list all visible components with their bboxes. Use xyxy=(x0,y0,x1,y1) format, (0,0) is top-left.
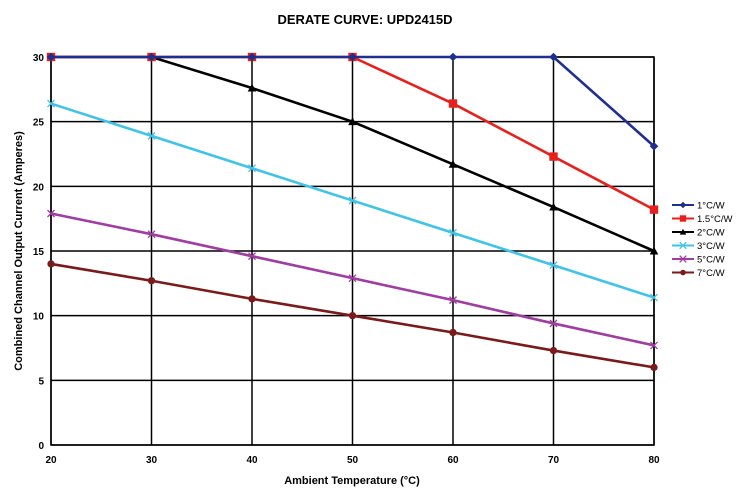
data-point xyxy=(247,83,257,92)
data-point xyxy=(46,52,56,62)
data-point xyxy=(650,341,658,350)
x-tick-label: 30 xyxy=(146,455,158,466)
data-point xyxy=(47,260,55,268)
legend-item: 2°C/W xyxy=(672,228,725,239)
chart-title: DERATE CURVE: UPD2415D xyxy=(277,12,452,27)
data-point-stroke-b xyxy=(248,252,256,261)
plot-grid xyxy=(50,56,655,446)
data-point-stroke-b xyxy=(449,228,457,237)
data-point xyxy=(549,319,558,328)
data-point xyxy=(47,209,55,218)
data-point-stroke-b xyxy=(348,196,357,205)
data-point-stroke-b xyxy=(47,209,55,218)
data-point xyxy=(449,296,457,305)
data-point xyxy=(348,274,357,283)
legend-swatch-marker-stroke-b xyxy=(679,255,687,263)
series-5CW-cw xyxy=(47,209,658,350)
data-point-stroke-b xyxy=(549,261,558,270)
data-point-stroke-b xyxy=(47,99,55,108)
data-point xyxy=(449,228,457,237)
legend-label: 1°C/W xyxy=(697,201,725,212)
data-point xyxy=(147,131,156,140)
y-axis-label: Combined Channel Output Current (Amperes… xyxy=(13,131,25,371)
data-point xyxy=(147,230,156,239)
y-tick-label: 30 xyxy=(33,53,45,64)
legend-swatch-marker xyxy=(679,228,687,235)
data-point-stroke-b xyxy=(549,319,558,328)
legend-label: 3°C/W xyxy=(697,241,725,252)
data-point xyxy=(448,52,458,62)
data-point xyxy=(448,99,458,108)
legend-swatch-marker xyxy=(680,269,686,276)
data-point-stroke-b xyxy=(248,164,256,173)
legend-swatch-marker xyxy=(679,215,687,222)
data-point xyxy=(549,52,558,62)
series-3CW-cw xyxy=(47,99,658,302)
legend-item: 1°C/W xyxy=(672,201,725,212)
y-tick-label: 15 xyxy=(33,247,45,258)
legend-swatch-marker xyxy=(679,241,687,250)
axis-ticks: 20 30 40 50 60 70 80 0 5 10 15 20 25 30 xyxy=(33,53,660,466)
data-point xyxy=(348,117,357,126)
data-point xyxy=(248,164,256,173)
y-tick-label: 0 xyxy=(38,441,44,452)
x-tick-label: 60 xyxy=(447,455,459,466)
data-point xyxy=(549,152,558,161)
x-tick-label: 80 xyxy=(648,455,660,466)
data-point-stroke-b xyxy=(348,274,357,283)
series-1CW-cw xyxy=(46,52,659,151)
data-point xyxy=(650,293,658,302)
x-tick-label: 40 xyxy=(246,455,258,466)
data-point xyxy=(248,295,256,303)
y-tick-label: 25 xyxy=(33,118,45,129)
legend-label: 7°C/W xyxy=(697,268,725,279)
data-point xyxy=(47,99,55,108)
data-point-stroke-b xyxy=(449,296,457,305)
y-tick-label: 10 xyxy=(33,312,45,323)
data-point xyxy=(649,141,659,151)
data-point-stroke-b xyxy=(147,131,156,140)
data-point-stroke-b xyxy=(650,293,658,302)
x-tick-label: 70 xyxy=(548,455,560,466)
legend: 1°C/W 1.5°C/W 2°C/W 3°C/W 5°C/W 7°C/W xyxy=(672,201,733,279)
legend-item: 5°C/W xyxy=(672,255,725,266)
data-point xyxy=(147,52,156,62)
plot-series xyxy=(46,52,659,372)
legend-swatch-marker xyxy=(679,255,687,263)
data-point xyxy=(650,363,658,372)
data-point xyxy=(549,346,558,355)
legend-swatch-marker xyxy=(679,201,687,209)
data-point-stroke-b xyxy=(650,341,658,350)
data-point xyxy=(449,328,457,337)
legend-label: 5°C/W xyxy=(697,255,725,266)
legend-item: 1.5°C/W xyxy=(672,214,733,225)
data-point xyxy=(348,196,357,205)
x-axis-label: Ambient Temperature (°C) xyxy=(284,475,420,487)
data-point xyxy=(448,160,458,168)
legend-swatch-marker-stroke-b xyxy=(679,241,687,250)
data-point xyxy=(649,246,659,255)
data-point xyxy=(348,312,357,320)
series-7CW-cw xyxy=(47,260,658,372)
legend-item: 3°C/W xyxy=(672,241,725,252)
legend-label: 2°C/W xyxy=(697,228,725,239)
x-tick-label: 20 xyxy=(45,455,57,466)
data-point xyxy=(649,205,659,214)
x-tick-label: 50 xyxy=(347,455,359,466)
data-point xyxy=(248,252,256,261)
y-tick-label: 5 xyxy=(38,376,44,387)
data-point xyxy=(549,261,558,270)
data-point xyxy=(549,202,558,211)
legend-item: 7°C/W xyxy=(672,268,725,279)
legend-label: 1.5°C/W xyxy=(697,214,733,225)
y-tick-label: 20 xyxy=(33,182,45,193)
data-point xyxy=(147,277,156,285)
data-point-stroke-b xyxy=(147,230,156,239)
data-point xyxy=(348,52,357,62)
data-point xyxy=(247,52,257,62)
